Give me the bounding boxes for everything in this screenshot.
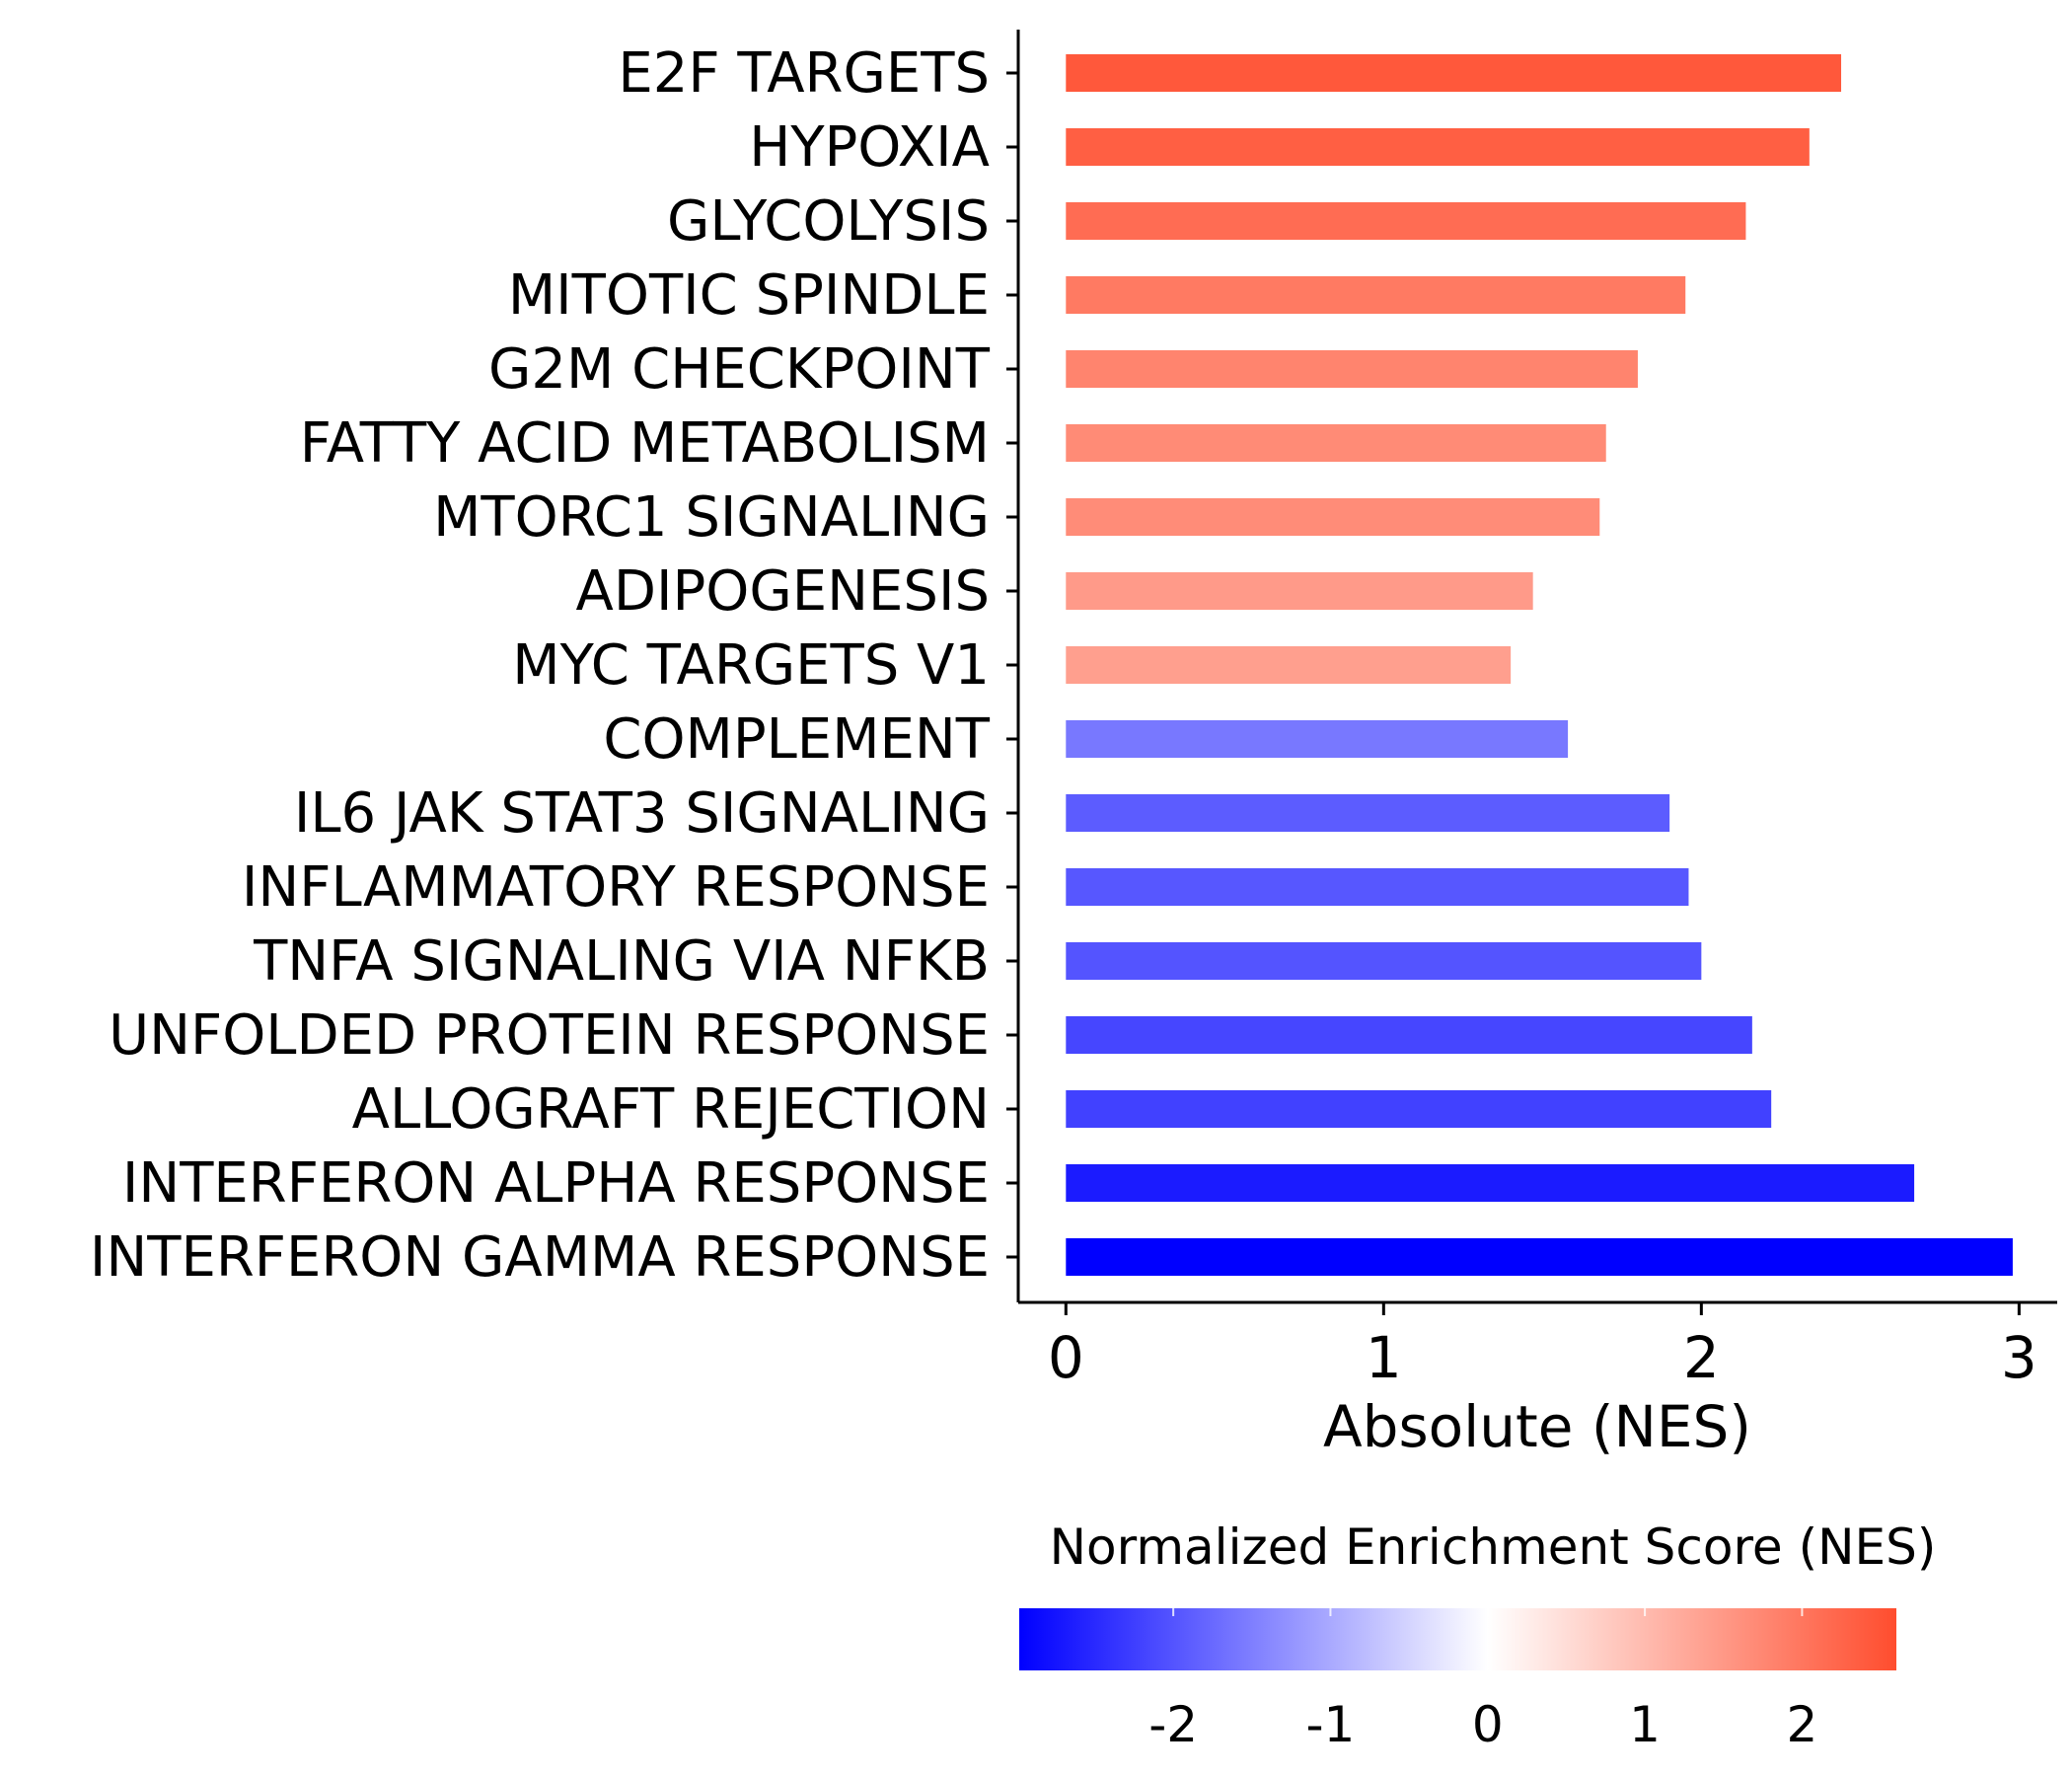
category-label: MYC TARGETS V1 [512,633,990,698]
colorbar: Normalized Enrichment Score (NES) -2 -1 0 1… [1019,1518,1936,1753]
bar [1066,572,1533,610]
x-tick-label: 1 [1366,1324,1402,1391]
category-label: MTORC1 SIGNALING [433,485,990,550]
category-labels: E2F TARGETS HYPOXIA GLYCOLYSIS MITOTIC SPIN… [90,41,991,1290]
bars-layer [1066,54,2013,1276]
category-label: ADIPOGENESIS [576,559,990,624]
x-axis-ticks: 0 1 2 3 [1048,1302,2037,1391]
bar [1066,276,1686,314]
bar [1066,646,1512,684]
colorbar-title: Normalized Enrichment Score (NES) [1050,1518,1937,1576]
category-label: FATTY ACID METABOLISM [300,411,990,476]
category-label: IL6 JAK STAT3 SIGNALING [294,781,990,846]
category-label: INTERFERON ALPHA RESPONSE [122,1151,990,1216]
x-tick-label: 0 [1048,1324,1084,1391]
colorbar-tick-label: 1 [1629,1696,1661,1753]
bar [1066,1238,2013,1276]
bar [1066,202,1746,240]
category-label: MITOTIC SPINDLE [508,263,990,328]
colorbar-tick-label: 2 [1787,1696,1818,1753]
bar [1066,424,1606,462]
category-label: UNFOLDED PROTEIN RESPONSE [109,1003,990,1068]
category-label: E2F TARGETS [618,41,990,106]
x-tick-label: 2 [1683,1324,1720,1391]
category-label: TNFA SIGNALING VIA NFKB [253,929,990,994]
category-label: ALLOGRAFT REJECTION [352,1077,990,1142]
bar [1066,1016,1752,1054]
bar [1066,1164,1915,1202]
colorbar-gradient [1019,1608,1896,1670]
category-label: INTERFERON GAMMA RESPONSE [90,1225,990,1290]
bar [1066,498,1600,536]
bar [1066,54,1842,92]
bar [1066,1090,1772,1128]
category-label: INFLAMMATORY RESPONSE [242,855,990,920]
bar [1066,720,1569,758]
bar [1066,942,1702,980]
x-axis-label: Absolute (NES) [1323,1393,1751,1460]
colorbar-tick-label: -2 [1148,1696,1198,1753]
colorbar-tick-label: 0 [1472,1696,1504,1753]
bar [1066,128,1810,166]
category-label: G2M CHECKPOINT [488,337,991,402]
bar [1066,794,1670,832]
axes-layer [1006,30,2057,1304]
category-label: COMPLEMENT [603,707,990,772]
category-label: GLYCOLYSIS [667,189,990,254]
colorbar-tick-label: -1 [1306,1696,1356,1753]
bar [1066,350,1638,388]
bar [1066,868,1689,906]
x-tick-label: 3 [2001,1324,2037,1391]
category-label: HYPOXIA [749,115,990,180]
